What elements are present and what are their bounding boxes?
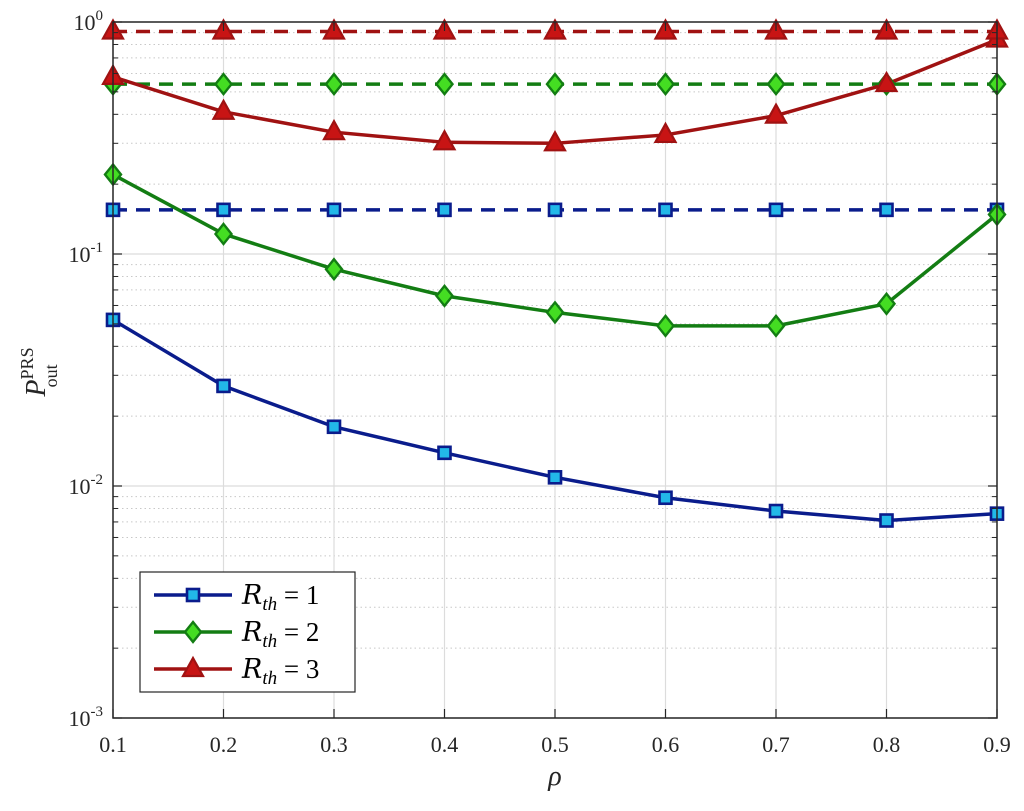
y-tick-base: 10 [69,242,91,267]
square-marker [326,419,342,435]
y-axis-label-main: P [21,379,52,397]
y-tick-exponent: -1 [91,240,104,256]
legend-value: = 2 [277,617,319,647]
legend-label-3: Rth = 3 [241,654,319,689]
y-tick-label: 100 [74,8,104,35]
x-tick-labels: 0.1 0.2 0.3 0.4 0.5 0.6 0.7 0.8 0.9 [99,732,1011,757]
x-tick-label: 0.7 [762,732,790,757]
x-tick-label: 0.2 [210,732,238,757]
y-tick-exponent: -3 [91,704,104,720]
legend-subscript: th [262,668,277,689]
square-marker [437,445,452,461]
triangle-marker [432,129,457,151]
axis-ticks [112,21,998,719]
triangle-marker [322,118,346,141]
legend-value: = 3 [277,654,319,684]
y-tick-label: 10-3 [69,704,104,731]
y-tick-label: 10-2 [69,472,104,499]
diamond-marker [213,72,234,97]
diamond-marker [324,72,344,97]
y-tick-base: 10 [74,10,96,35]
legend-subscript: th [262,631,277,652]
legend-symbol: R [241,580,262,611]
y-tick-base: 10 [69,474,91,499]
legend-label-2: Rth = 2 [241,617,319,652]
diamond-marker [545,300,565,325]
diamond-marker [324,257,344,282]
square-marker [326,202,342,218]
diamond-marker [434,72,455,97]
square-marker [658,490,673,506]
square-marker [216,378,231,394]
diamond-marker [434,283,455,308]
triangle-marker [181,655,205,678]
diamond-marker [876,291,897,316]
square-marker [547,470,563,485]
square-marker [437,202,452,218]
square-marker [216,202,231,218]
square-marker [768,202,784,218]
x-tick-label: 0.4 [431,732,459,757]
square-marker [185,587,201,603]
square-marker [879,513,894,528]
y-tick-exponent: -2 [91,472,104,488]
diamond-marker [766,313,786,338]
y-axis-label: PPRS out [17,347,61,397]
legend-label-1: Rth = 1 [241,580,319,615]
square-marker [768,503,784,519]
x-tick-label: 0.6 [652,732,680,757]
legend-subscript: th [262,594,277,615]
x-tick-label: 0.3 [320,732,348,757]
y-tick-base: 10 [69,706,91,731]
legend-symbol: R [241,617,262,648]
diamond-marker [213,222,234,246]
y-tick-label: 10-1 [69,240,104,267]
triangle-marker [211,98,236,120]
x-tick-label: 0.1 [99,732,127,757]
legend-value: = 1 [277,580,319,610]
diamond-marker [655,72,676,97]
diamond-marker [545,72,565,97]
triangle-marker [874,70,899,93]
y-tick-exponent: 0 [96,8,104,24]
triangle-marker [543,130,567,152]
diamond-marker [183,620,203,644]
x-tick-label: 0.8 [873,732,901,757]
diamond-marker [655,313,676,338]
triangle-marker [653,121,678,144]
x-tick-label: 0.9 [983,732,1011,757]
diamond-marker [766,72,786,97]
square-marker [879,202,894,218]
x-tick-label: 0.5 [541,732,569,757]
x-axis-label: ρ [547,761,561,792]
square-marker [658,202,673,218]
legend-symbol: R [241,654,262,685]
square-marker [547,202,563,218]
y-axis-label-superscript: PRS [17,347,37,379]
y-axis-label-subscript: out [41,364,61,387]
triangle-marker [764,102,788,124]
